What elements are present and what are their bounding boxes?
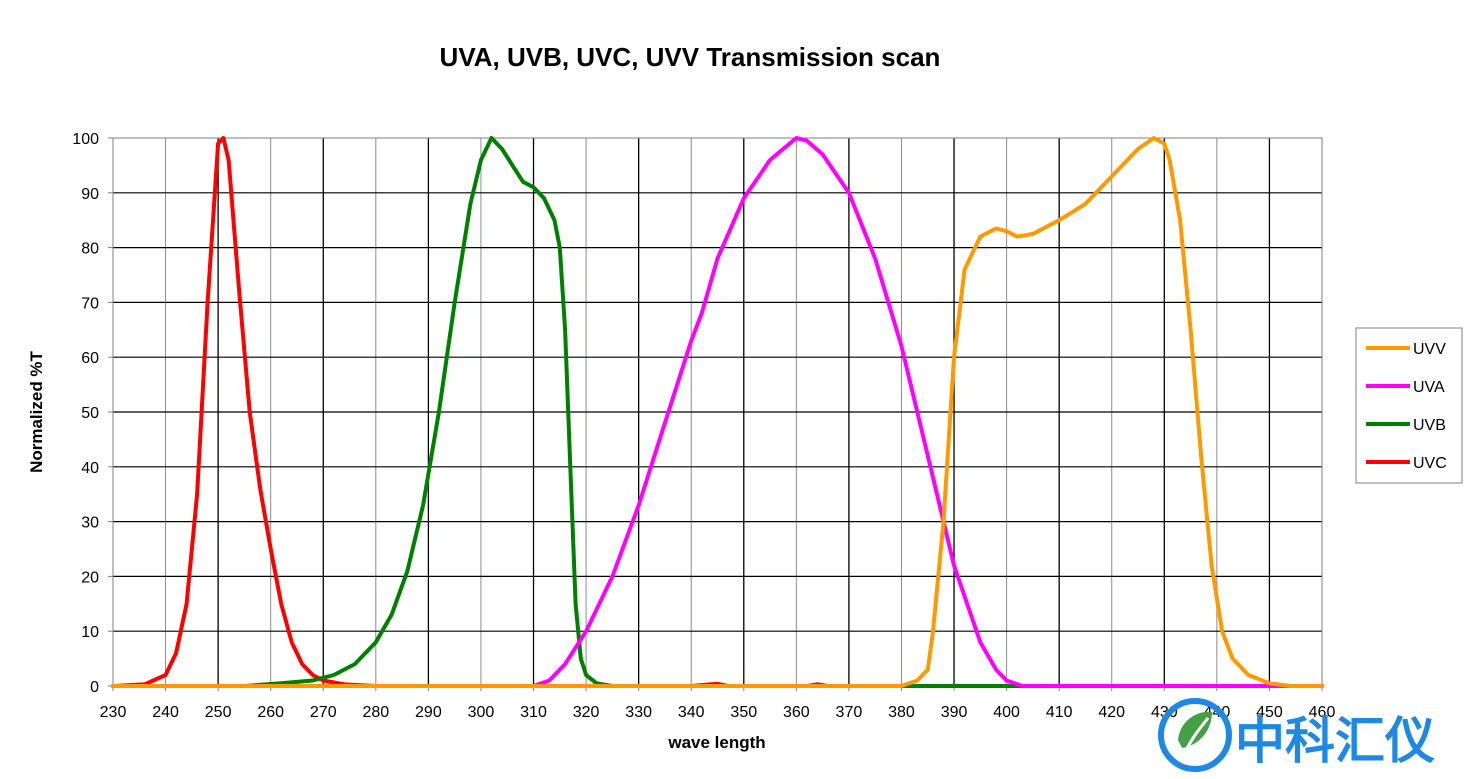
x-tick-label: 460 (1309, 704, 1336, 721)
x-tick-label: 380 (888, 704, 915, 721)
legend-label-uvc: UVC (1413, 455, 1447, 472)
y-tick-label: 0 (90, 679, 99, 696)
y-tick-label: 100 (72, 131, 99, 148)
y-tick-label: 80 (81, 241, 99, 258)
y-tick-label: 60 (81, 350, 99, 367)
y-tick-label: 40 (81, 460, 99, 477)
y-tick-label: 10 (81, 624, 99, 641)
x-axis-ticks: 230 240 250 260 270 280 290 300 310 320 330 340 350 3… (100, 686, 1336, 721)
x-tick-label: 330 (625, 704, 652, 721)
x-tick-label: 240 (152, 704, 179, 721)
legend-label-uva: UVA (1413, 379, 1445, 396)
legend-label-uvv: UVV (1413, 341, 1446, 358)
x-tick-label: 350 (730, 704, 757, 721)
legend: UVV UVA UVB UVC (1355, 327, 1463, 484)
x-tick-label: 410 (1046, 704, 1073, 721)
leaf-stem (1183, 717, 1210, 753)
x-tick-label: 420 (1098, 704, 1125, 721)
x-tick-label: 300 (468, 704, 495, 721)
x-tick-label: 290 (415, 704, 442, 721)
y-tick-label: 50 (81, 405, 99, 422)
y-tick-label: 30 (81, 515, 99, 532)
x-tick-label: 450 (1256, 704, 1283, 721)
x-tick-label: 400 (993, 704, 1020, 721)
y-tick-label: 20 (81, 569, 99, 586)
series-line-uva (111, 136, 1324, 688)
chart-title: UVA, UVB, UVC, UVV Transmission scan (440, 42, 941, 72)
x-tick-label: 280 (362, 704, 389, 721)
x-axis-title: wave length (667, 733, 765, 752)
y-tick-label: 90 (81, 186, 99, 203)
y-axis-ticks: 0 10 20 30 40 50 60 70 80 90 100 (72, 131, 113, 696)
y-tick-label: 70 (81, 295, 99, 312)
x-tick-label: 340 (678, 704, 705, 721)
leaf-circle-logo-icon (1158, 698, 1232, 772)
x-tick-label: 270 (310, 704, 337, 721)
grid-horizontal (113, 192, 1322, 632)
x-tick-label: 310 (520, 704, 547, 721)
series-line-uvv (111, 136, 1324, 688)
x-tick-label: 230 (100, 704, 127, 721)
x-tick-label: 260 (257, 704, 284, 721)
leaf-shape (1178, 711, 1212, 748)
legend-box (1355, 327, 1463, 484)
watermark-text: 中科汇仪 (1235, 713, 1435, 769)
y-axis-title: Normalized %T (27, 350, 46, 472)
x-tick-label: 320 (573, 704, 600, 721)
series-lines (111, 136, 1324, 688)
x-tick-label: 370 (836, 704, 863, 721)
legend-label-uvb: UVB (1413, 417, 1446, 434)
x-tick-label: 360 (783, 704, 810, 721)
series-line-uvb (111, 136, 1324, 688)
x-tick-label: 390 (941, 704, 968, 721)
watermark-logo: 中科汇仪 (1158, 698, 1435, 772)
x-tick-label: 250 (205, 704, 232, 721)
